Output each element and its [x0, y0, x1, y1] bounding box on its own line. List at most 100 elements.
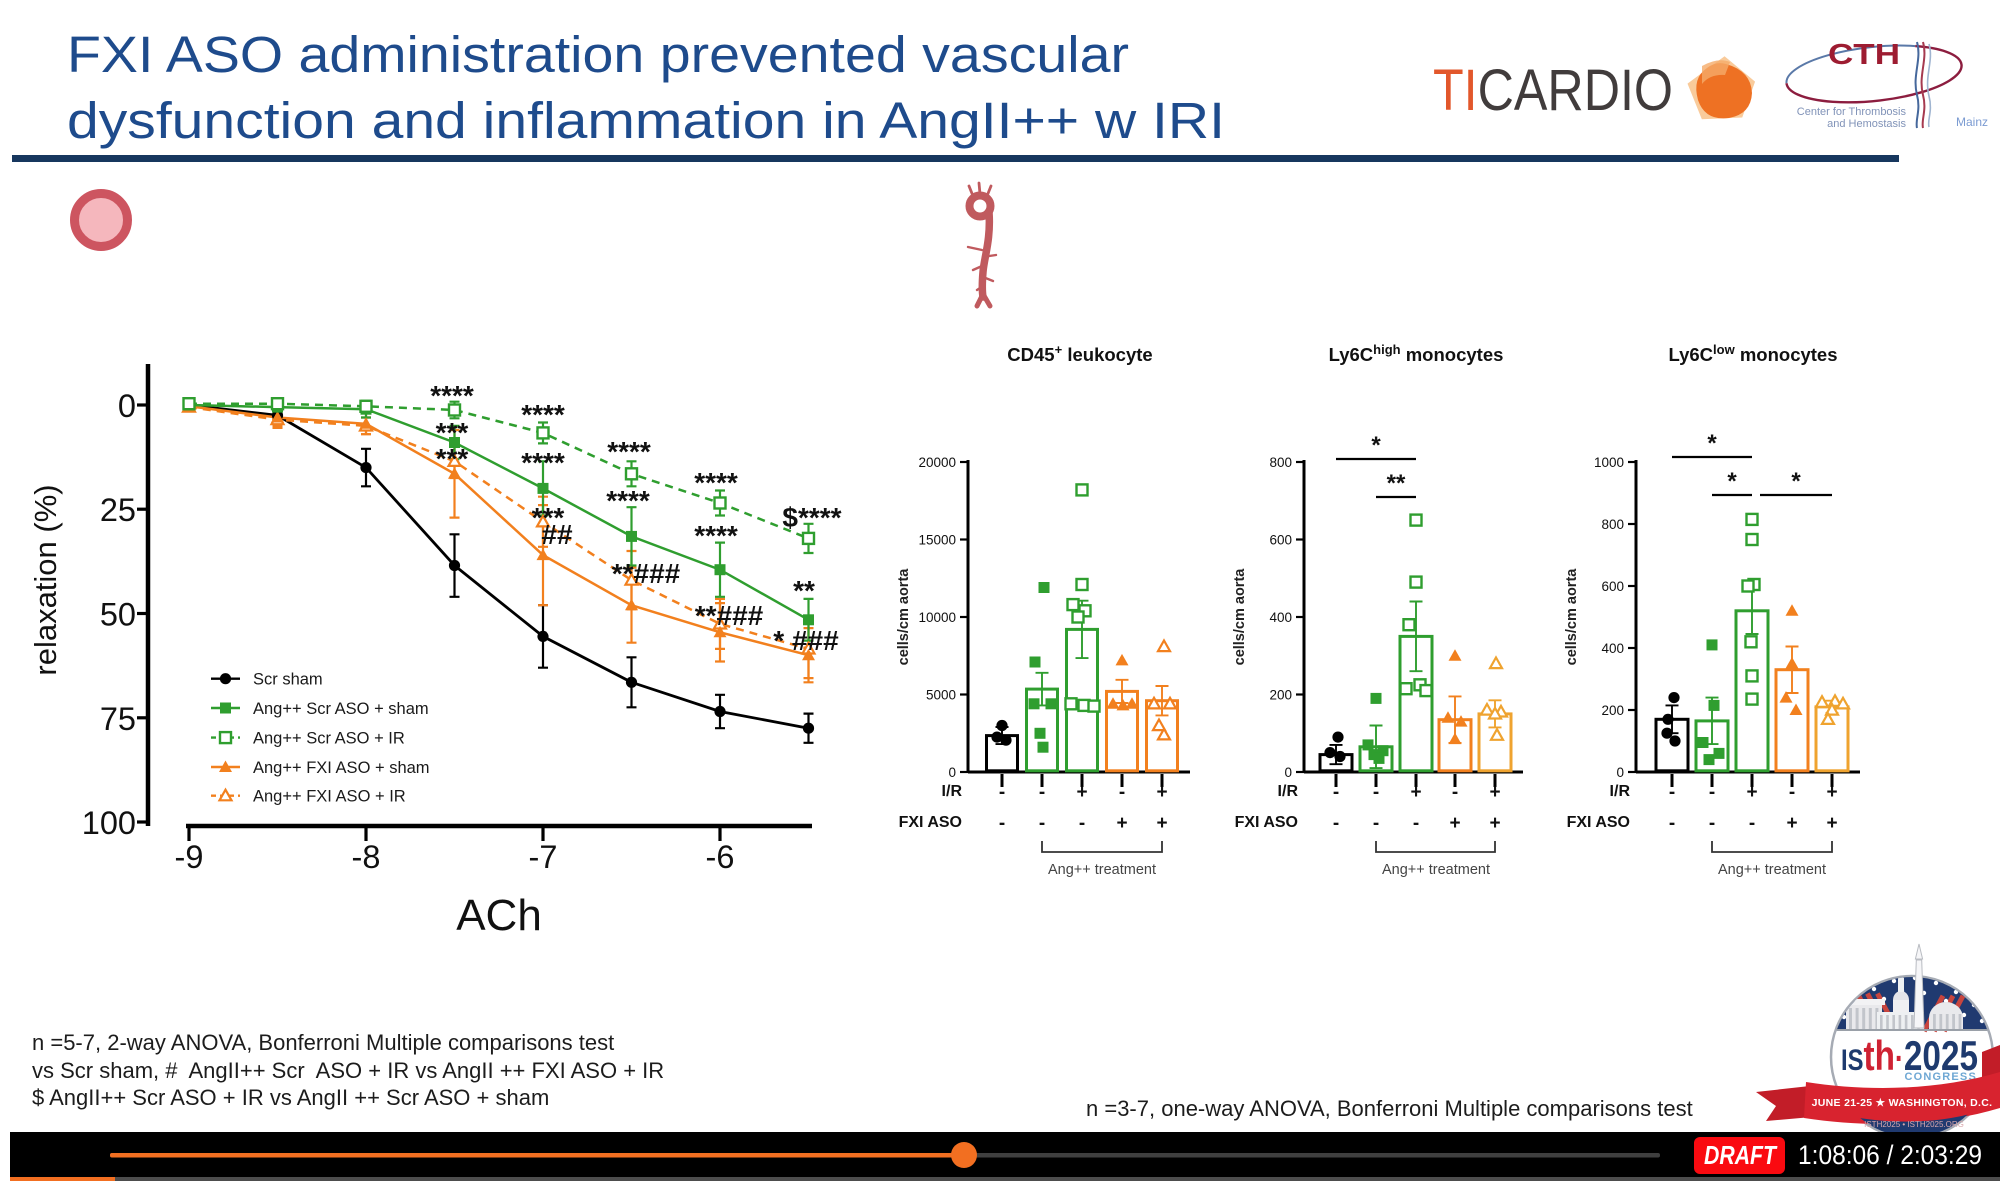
svg-text:200: 200	[1269, 688, 1292, 703]
svg-text:+: +	[1449, 813, 1460, 834]
svg-text:Ang++ FXI ASO + IR: Ang++ FXI ASO + IR	[253, 788, 406, 806]
svg-text:0: 0	[118, 388, 136, 424]
svg-text:dysfunction and inflammation i: dysfunction and inflammation in AngII++ …	[67, 92, 1225, 149]
svg-text:****: ****	[430, 380, 474, 411]
svg-text:CTH: CTH	[1828, 39, 1900, 71]
svg-text:Ang++ FXI ASO + sham: Ang++ FXI ASO + sham	[253, 759, 430, 777]
svg-text:-9: -9	[175, 839, 204, 875]
svg-text:600: 600	[1269, 533, 1292, 548]
svg-text:****: ****	[694, 520, 738, 551]
svg-text:-: -	[1333, 782, 1339, 803]
svg-text:+: +	[1489, 782, 1500, 803]
svg-text:50: 50	[100, 597, 136, 633]
svg-text:-: -	[999, 813, 1005, 834]
svg-text:-: -	[1709, 813, 1715, 834]
svg-text:Ang++ treatment: Ang++ treatment	[1382, 862, 1490, 878]
svg-text:10000: 10000	[918, 610, 956, 625]
svg-text:600: 600	[1601, 579, 1624, 594]
svg-text:FXI ASO administration prevent: FXI ASO administration prevented vascula…	[67, 26, 1129, 83]
svg-text:-: -	[1749, 813, 1755, 834]
svg-text:Ang++ Scr ASO + sham: Ang++ Scr ASO + sham	[253, 700, 429, 718]
svg-text:-8: -8	[352, 839, 381, 875]
svg-text:-: -	[1413, 813, 1419, 834]
svg-text:-: -	[1669, 782, 1675, 803]
svg-text:15000: 15000	[918, 533, 956, 548]
svg-text:Ang++ treatment: Ang++ treatment	[1048, 862, 1156, 878]
svg-text:***: ***	[436, 417, 469, 448]
svg-text:+: +	[1746, 782, 1757, 803]
svg-text:FXI ASO: FXI ASO	[1235, 814, 1298, 831]
svg-text:****: ****	[607, 436, 651, 467]
svg-text:-: -	[1669, 813, 1675, 834]
svg-text:75: 75	[100, 701, 136, 737]
svg-text:**###: **###	[695, 600, 764, 631]
svg-text:I/R: I/R	[942, 783, 963, 800]
svg-text:ISth·2025: ISth·2025	[1841, 1032, 1978, 1079]
svg-text:*: *	[1727, 468, 1737, 495]
svg-text:ACh: ACh	[456, 891, 542, 940]
svg-text:I/R: I/R	[1610, 783, 1631, 800]
svg-text:5000: 5000	[926, 688, 956, 703]
svg-text:****: ****	[694, 467, 738, 498]
svg-text:800: 800	[1269, 455, 1292, 470]
svg-text:*: *	[1371, 432, 1381, 459]
svg-text:***: ***	[532, 502, 565, 533]
svg-text:-: -	[1039, 813, 1045, 834]
svg-text:+: +	[1156, 813, 1167, 834]
svg-text:***: ***	[436, 443, 469, 474]
svg-text:-: -	[1789, 782, 1795, 803]
svg-text:JUNE 21-25 ★ WASHINGTON, D.C.: JUNE 21-25 ★ WASHINGTON, D.C.	[1812, 1097, 1993, 1109]
svg-text:400: 400	[1601, 641, 1624, 656]
svg-text:400: 400	[1269, 610, 1292, 625]
svg-text:****: ****	[606, 485, 650, 516]
svg-text:200: 200	[1601, 703, 1624, 718]
svg-text:Ang++ Scr ASO + IR: Ang++ Scr ASO + IR	[253, 730, 405, 748]
svg-text:+: +	[1826, 813, 1837, 834]
svg-text:0: 0	[948, 765, 956, 780]
svg-text:-: -	[1079, 813, 1085, 834]
svg-text:##: ##	[541, 519, 573, 550]
svg-text:**: **	[793, 575, 815, 606]
svg-text:*: *	[1707, 430, 1717, 457]
svg-text:TICARDIO: TICARDIO	[1433, 58, 1673, 123]
svg-text:DRAFT: DRAFT	[1704, 1140, 1778, 1170]
svg-text:$****: $****	[782, 502, 841, 533]
svg-text:Ang++ treatment: Ang++ treatment	[1718, 862, 1826, 878]
svg-text:CONGRESS: CONGRESS	[1904, 1071, 1977, 1083]
svg-text:-7: -7	[529, 839, 558, 875]
svg-text:-: -	[999, 782, 1005, 803]
svg-text:* ###: * ###	[773, 625, 839, 656]
svg-text:0: 0	[1284, 765, 1292, 780]
svg-text:FXI ASO: FXI ASO	[1567, 814, 1630, 831]
svg-text:-: -	[1709, 782, 1715, 803]
svg-text:+: +	[1076, 782, 1087, 803]
svg-text:1000: 1000	[1594, 455, 1624, 470]
svg-text:-: -	[1039, 782, 1045, 803]
svg-text:+: +	[1786, 813, 1797, 834]
svg-text:+: +	[1116, 813, 1127, 834]
svg-text:Mainz: Mainz	[1956, 115, 1988, 129]
svg-text:+: +	[1489, 813, 1500, 834]
svg-text:25: 25	[100, 492, 136, 528]
svg-text:cells/cm aorta: cells/cm aorta	[896, 568, 912, 666]
svg-text:Ly6Chigh monocytes: Ly6Chigh monocytes	[1329, 342, 1504, 365]
svg-text:****: ****	[521, 447, 565, 478]
svg-text:*: *	[1791, 468, 1801, 495]
svg-text:+: +	[1156, 782, 1167, 803]
svg-text:0: 0	[1616, 765, 1624, 780]
svg-text:20000: 20000	[918, 455, 956, 470]
svg-text:+: +	[1826, 782, 1837, 803]
svg-text:Ly6Clow monocytes: Ly6Clow monocytes	[1668, 342, 1837, 365]
svg-text:-: -	[1373, 813, 1379, 834]
svg-text:1:08:06 / 2:03:29: 1:08:06 / 2:03:29	[1798, 1140, 1982, 1170]
svg-text:I/R: I/R	[1278, 783, 1299, 800]
svg-text:-: -	[1452, 782, 1458, 803]
svg-text:-: -	[1373, 782, 1379, 803]
svg-text:-6: -6	[706, 839, 735, 875]
svg-text:-: -	[1119, 782, 1125, 803]
svg-text:800: 800	[1601, 517, 1624, 532]
svg-text:100: 100	[82, 805, 136, 841]
svg-text:CD45+ leukocyte: CD45+ leukocyte	[1007, 342, 1152, 365]
svg-text:cells/cm aorta: cells/cm aorta	[1564, 568, 1580, 666]
svg-text:**: **	[1387, 470, 1406, 497]
